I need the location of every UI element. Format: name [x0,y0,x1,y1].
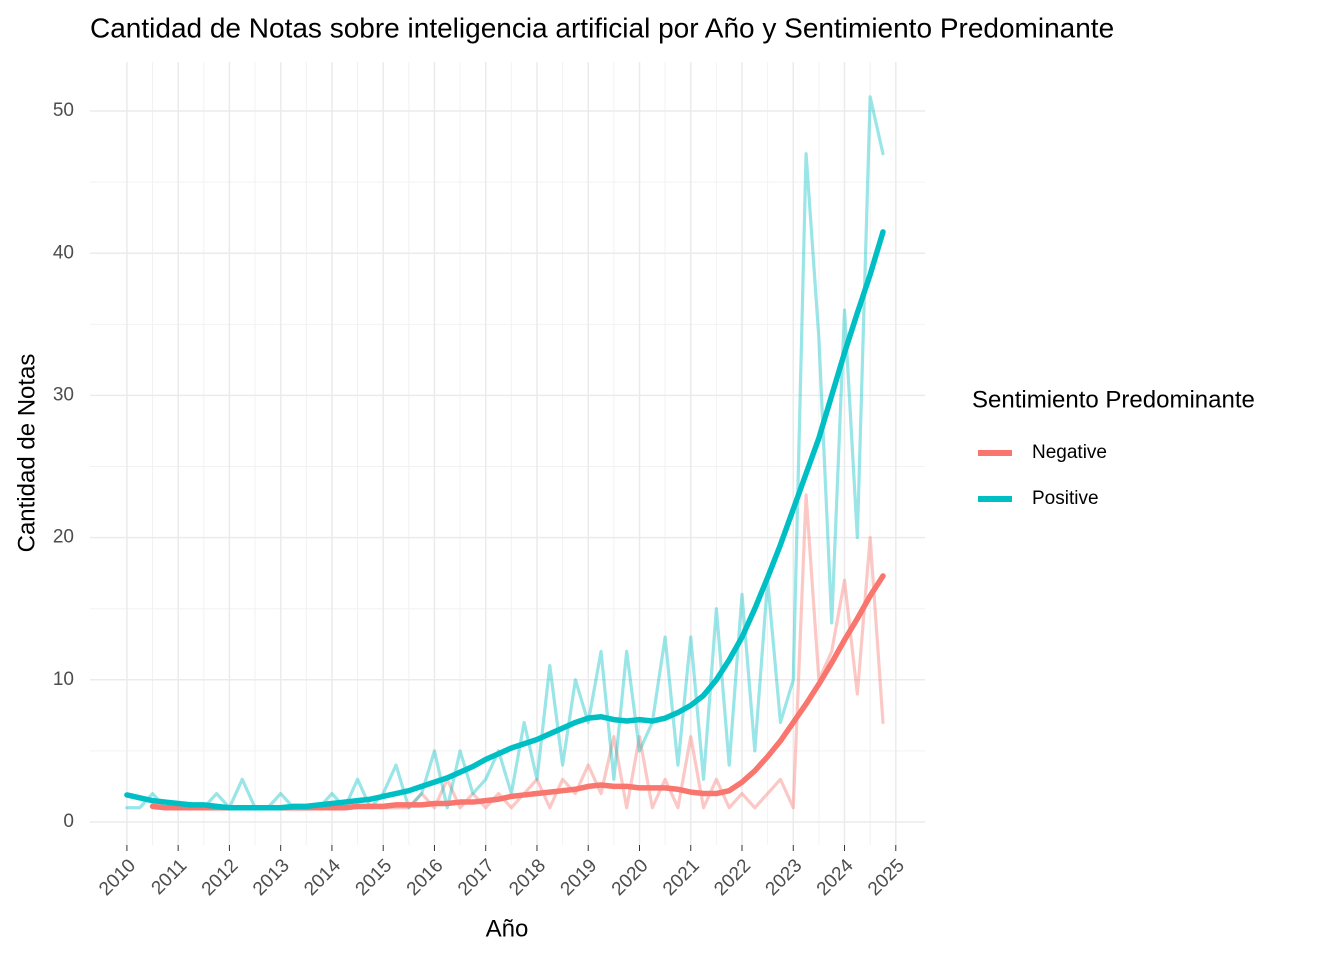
y-axis-title: Cantidad de Notas [13,354,40,553]
y-tick-label: 40 [53,242,74,263]
x-tick-label: 2014 [300,855,345,900]
legend-label: Positive [1032,488,1099,509]
legend: Sentimiento Predominante Negative Positiv… [972,386,1255,509]
legend-label: Negative [1032,442,1107,463]
x-tick-label: 2023 [762,855,807,900]
x-tick-label: 2019 [557,855,602,900]
x-tick-label: 2013 [249,855,294,900]
x-tick-label: 2021 [659,855,704,900]
x-tick-label: 2016 [403,855,448,900]
plot-marks [124,95,886,811]
x-tick-label: 2015 [352,855,397,900]
x-tick-label: 2011 [148,855,192,899]
trend-line [149,573,886,811]
y-tick-label: 20 [53,527,74,548]
y-tick-label: 0 [63,811,74,832]
y-tick-label: 30 [53,384,74,405]
x-tick-label: 2020 [608,855,653,900]
trend-line [124,229,886,811]
x-axis-title: Año [486,915,529,942]
legend-title: Sentimiento Predominante [972,386,1255,413]
chart-title: Cantidad de Notas sobre inteligencia art… [90,12,1114,43]
raw-line [125,95,885,810]
x-tick-label: 2018 [505,855,550,900]
x-tick-label: 2025 [864,855,909,900]
x-tick-label: 2022 [710,855,755,900]
x-tick-label: 2010 [95,855,140,900]
x-tick-label: 2024 [813,855,858,900]
x-tick-label: 2012 [198,855,243,900]
y-tick-label: 10 [53,669,74,690]
x-tick-label: 2017 [454,855,499,900]
y-tick-label: 50 [53,100,74,121]
